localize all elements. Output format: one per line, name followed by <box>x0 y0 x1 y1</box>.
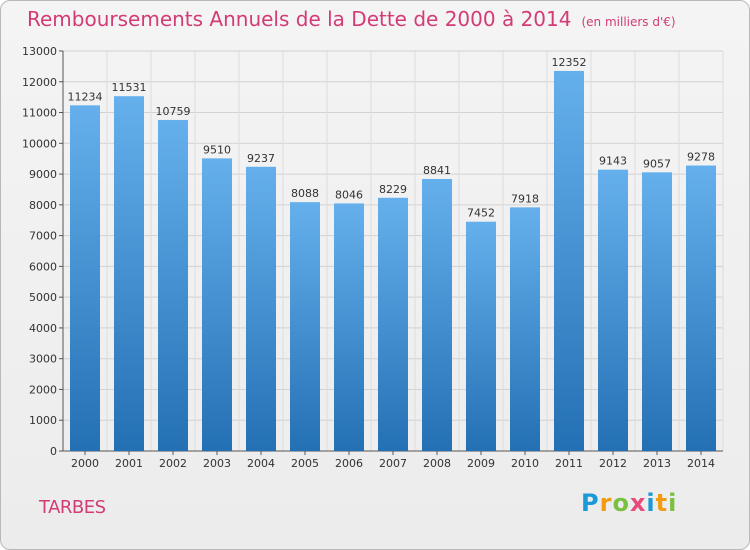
x-tick-label: 2004 <box>247 457 275 470</box>
y-tick-label: 5000 <box>29 291 57 304</box>
commune-name: TARBES <box>39 497 106 518</box>
bar-value-label: 7918 <box>511 192 539 205</box>
bar <box>158 119 188 451</box>
bar <box>642 172 672 452</box>
data-labels: 11234 11531 10759 9510 9237 8088 8046 8229 8841 7… <box>68 56 716 220</box>
bar-value-label: 11234 <box>68 90 103 103</box>
bar-value-label: 7452 <box>467 207 495 220</box>
bar-value-label: 8229 <box>379 183 407 196</box>
logo-letter: o <box>612 489 630 517</box>
bar-value-label: 8841 <box>423 164 451 177</box>
bar <box>510 207 540 451</box>
x-tick-label: 2009 <box>467 457 495 470</box>
bar-value-label: 12352 <box>552 56 587 69</box>
logo-letter: x <box>629 489 647 517</box>
y-tick-label: 8000 <box>29 199 57 212</box>
logo-letter: r <box>599 489 613 517</box>
bar <box>554 70 584 451</box>
y-tick-labels: 0 1000 2000 3000 4000 5000 6000 7000 8000 9000 100… <box>22 45 57 458</box>
x-tick-label: 2005 <box>291 457 319 470</box>
bar <box>422 178 452 451</box>
bar-value-label: 8046 <box>335 188 363 201</box>
chart-unit: (en milliers d'€) <box>581 15 676 29</box>
x-tick-label: 2000 <box>71 457 99 470</box>
bar <box>334 203 364 451</box>
bar <box>290 202 320 451</box>
bar <box>70 105 100 451</box>
x-tick-label: 2006 <box>335 457 363 470</box>
x-tick-label: 2001 <box>115 457 143 470</box>
bar <box>686 165 716 451</box>
proxiti-logo[interactable]: Proxiti <box>581 489 677 517</box>
y-tick-label: 11000 <box>22 107 57 120</box>
x-tick-label: 2014 <box>687 457 715 470</box>
y-tick-label: 3000 <box>29 353 57 366</box>
y-tick-label: 7000 <box>29 230 57 243</box>
bar-value-label: 10759 <box>156 105 191 118</box>
logo-letter: i <box>668 489 678 517</box>
chart-title-text: Remboursements Annuels de la Dette de 20… <box>27 7 572 31</box>
x-tick-label: 2010 <box>511 457 539 470</box>
bar <box>598 169 628 451</box>
bar-value-label: 9510 <box>203 143 231 156</box>
y-tick-label: 2000 <box>29 383 57 396</box>
bar-value-label: 8088 <box>291 187 319 200</box>
y-tick-label: 10000 <box>22 137 57 150</box>
logo-letter: i <box>646 489 656 517</box>
x-tick-label: 2007 <box>379 457 407 470</box>
x-tick-label: 2012 <box>599 457 627 470</box>
y-tick-label: 6000 <box>29 260 57 273</box>
bar-value-label: 9143 <box>599 155 627 168</box>
bar <box>114 96 144 451</box>
bar <box>202 158 232 451</box>
bar <box>246 166 276 452</box>
x-tick-label: 2008 <box>423 457 451 470</box>
logo-letter: t <box>655 489 669 517</box>
bar <box>466 221 496 451</box>
bar-value-label: 9278 <box>687 151 715 164</box>
bar <box>378 197 408 451</box>
x-tick-label: 2002 <box>159 457 187 470</box>
x-tick-label: 2011 <box>555 457 583 470</box>
bars <box>70 70 716 452</box>
bar-value-label: 9237 <box>247 152 275 165</box>
y-tick-label: 1000 <box>29 414 57 427</box>
bar-value-label: 9057 <box>643 157 671 170</box>
bar-value-label: 11531 <box>112 81 147 94</box>
y-tick-label: 13000 <box>22 45 57 58</box>
chart-title: Remboursements Annuels de la Dette de 20… <box>27 7 676 31</box>
x-tick-label: 2003 <box>203 457 231 470</box>
x-tick-label: 2013 <box>643 457 671 470</box>
y-tick-label: 9000 <box>29 168 57 181</box>
x-tick-labels: 2000 2001 2002 2003 2004 2005 2006 2007 2008 2009… <box>71 457 715 470</box>
y-tick-label: 0 <box>50 445 57 458</box>
logo-letter: P <box>581 489 600 517</box>
y-tick-label: 4000 <box>29 322 57 335</box>
y-tick-label: 12000 <box>22 76 57 89</box>
